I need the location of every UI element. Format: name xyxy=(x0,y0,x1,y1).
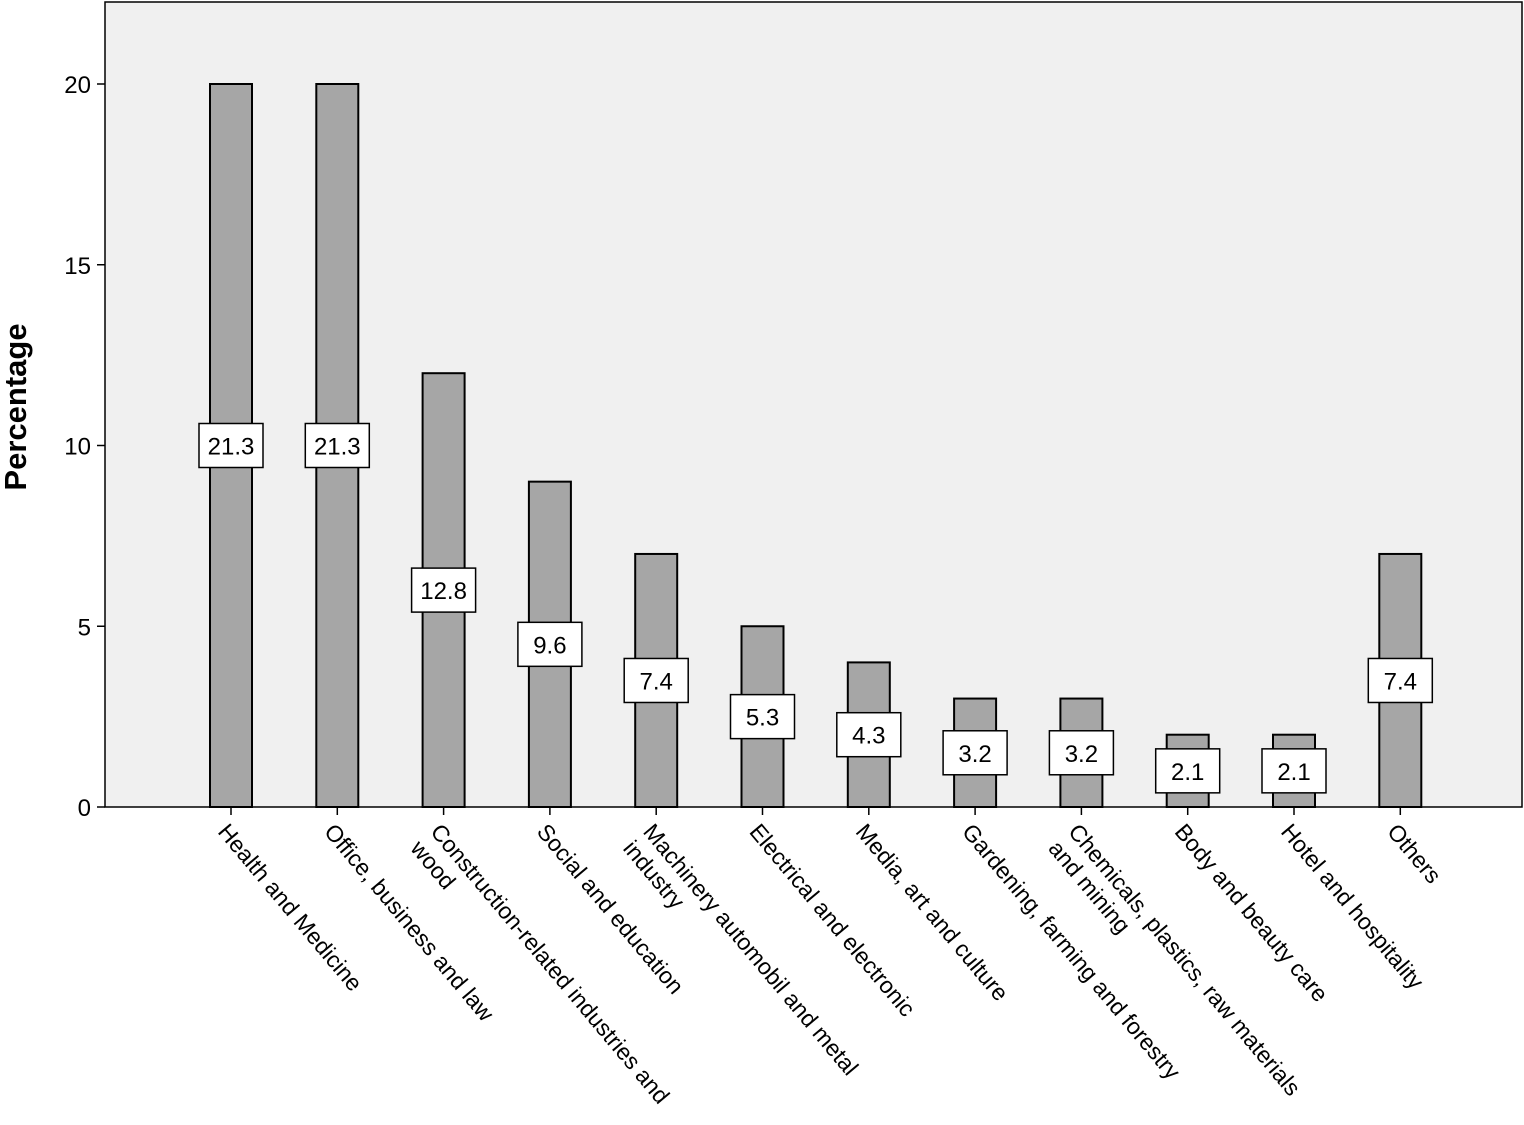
data-label-box xyxy=(623,657,689,704)
y-tick-label: 20 xyxy=(64,72,91,99)
data-label: 2.1 xyxy=(1154,748,1221,794)
x-tick-label: Others xyxy=(1382,819,1446,889)
x-tick-label-line: Others xyxy=(1382,819,1446,889)
x-tick-label-line: Chemicals, plastics, raw materials xyxy=(1063,819,1306,1101)
y-tick-label: 5 xyxy=(78,614,91,641)
data-label: 2.1 xyxy=(1261,748,1327,794)
data-label-box xyxy=(198,422,264,469)
data-label-text: 2.1 xyxy=(1171,759,1204,786)
data-label-text: 5.3 xyxy=(746,705,779,732)
data-label-box xyxy=(942,730,1008,776)
data-label-text: 3.2 xyxy=(1065,741,1098,768)
data-label-text: 9.6 xyxy=(533,632,566,659)
data-label: 7.4 xyxy=(623,657,689,704)
data-label-box xyxy=(1154,748,1221,794)
data-label-box xyxy=(1367,657,1434,704)
data-label: 9.6 xyxy=(517,621,583,668)
data-label-box xyxy=(836,711,902,758)
data-label-box xyxy=(410,567,477,613)
y-tick-label: 10 xyxy=(64,434,91,461)
data-label-text: 21.3 xyxy=(208,434,255,461)
data-label: 3.2 xyxy=(942,730,1008,776)
data-label: 4.3 xyxy=(836,711,902,758)
y-tick-label: 0 xyxy=(78,795,91,822)
data-label-text: 21.3 xyxy=(314,434,361,461)
data-label-text: 3.2 xyxy=(958,741,991,768)
data-label-box xyxy=(1261,748,1327,794)
y-tick-label: 15 xyxy=(64,253,91,280)
data-label: 5.3 xyxy=(729,693,796,740)
data-label-text: 4.3 xyxy=(852,723,885,750)
data-label-text: 7.4 xyxy=(640,668,673,695)
data-label: 21.3 xyxy=(304,422,371,469)
data-label-box xyxy=(304,422,371,469)
data-label-box xyxy=(517,621,583,668)
data-label: 12.8 xyxy=(410,567,477,613)
data-label: 21.3 xyxy=(198,422,264,469)
data-label-box xyxy=(1048,730,1115,776)
data-label-box xyxy=(729,693,796,740)
data-label-text: 12.8 xyxy=(420,578,467,605)
data-label-text: 2.1 xyxy=(1277,759,1310,786)
data-label-text: 7.4 xyxy=(1384,668,1417,695)
data-label: 3.2 xyxy=(1048,730,1115,776)
x-tick-label-line: Machinery automobil and metal xyxy=(638,819,863,1081)
data-label: 7.4 xyxy=(1367,657,1434,704)
